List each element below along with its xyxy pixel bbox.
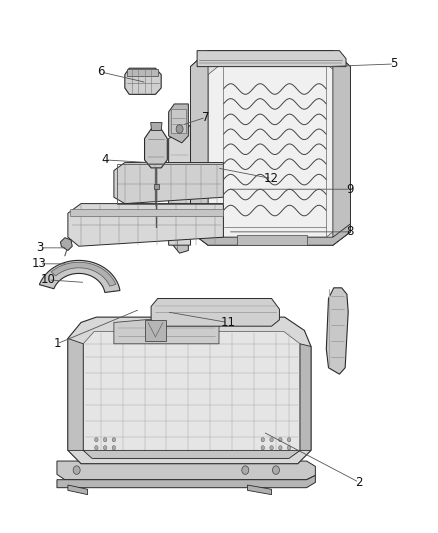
Polygon shape bbox=[171, 200, 188, 253]
Text: 6: 6 bbox=[97, 66, 105, 78]
Polygon shape bbox=[169, 125, 191, 245]
Text: 3: 3 bbox=[36, 241, 43, 254]
Text: 9: 9 bbox=[346, 183, 354, 196]
Circle shape bbox=[176, 125, 183, 133]
Circle shape bbox=[73, 466, 80, 474]
Circle shape bbox=[95, 446, 98, 450]
Text: 7: 7 bbox=[202, 111, 210, 124]
Polygon shape bbox=[145, 129, 167, 168]
Circle shape bbox=[272, 466, 279, 474]
Text: 5: 5 bbox=[391, 58, 398, 70]
Circle shape bbox=[261, 446, 265, 450]
Circle shape bbox=[270, 438, 273, 442]
Polygon shape bbox=[154, 184, 159, 189]
Polygon shape bbox=[333, 51, 350, 245]
Polygon shape bbox=[300, 344, 311, 450]
Polygon shape bbox=[151, 123, 162, 131]
Polygon shape bbox=[326, 288, 348, 374]
Text: 4: 4 bbox=[101, 154, 109, 166]
Polygon shape bbox=[60, 238, 72, 251]
Polygon shape bbox=[68, 485, 88, 495]
Polygon shape bbox=[197, 51, 346, 67]
Polygon shape bbox=[191, 51, 208, 245]
Circle shape bbox=[287, 446, 291, 450]
Polygon shape bbox=[125, 68, 161, 94]
Polygon shape bbox=[68, 204, 223, 246]
Circle shape bbox=[279, 438, 282, 442]
Circle shape bbox=[270, 446, 273, 450]
Polygon shape bbox=[127, 69, 158, 76]
Polygon shape bbox=[70, 209, 223, 216]
Text: 10: 10 bbox=[41, 273, 56, 286]
Polygon shape bbox=[39, 261, 120, 293]
Polygon shape bbox=[51, 262, 116, 286]
Circle shape bbox=[112, 438, 116, 442]
Polygon shape bbox=[68, 317, 311, 464]
Polygon shape bbox=[237, 235, 307, 245]
Polygon shape bbox=[68, 338, 83, 450]
Text: 2: 2 bbox=[355, 476, 363, 489]
Polygon shape bbox=[191, 51, 350, 245]
Text: 13: 13 bbox=[32, 257, 47, 270]
Polygon shape bbox=[208, 64, 339, 237]
Polygon shape bbox=[114, 163, 223, 204]
Polygon shape bbox=[151, 298, 279, 326]
Circle shape bbox=[242, 466, 249, 474]
Polygon shape bbox=[191, 224, 350, 245]
Circle shape bbox=[261, 438, 265, 442]
Polygon shape bbox=[247, 485, 272, 495]
Circle shape bbox=[103, 446, 107, 450]
Polygon shape bbox=[114, 317, 219, 344]
Polygon shape bbox=[169, 104, 188, 143]
Circle shape bbox=[95, 438, 98, 442]
Polygon shape bbox=[57, 475, 315, 488]
Polygon shape bbox=[145, 320, 166, 341]
Polygon shape bbox=[57, 461, 315, 480]
Circle shape bbox=[279, 446, 282, 450]
Text: 12: 12 bbox=[264, 172, 279, 185]
Polygon shape bbox=[171, 109, 186, 133]
Circle shape bbox=[103, 438, 107, 442]
Circle shape bbox=[287, 438, 291, 442]
Polygon shape bbox=[83, 332, 300, 458]
Text: 1: 1 bbox=[53, 337, 61, 350]
Circle shape bbox=[112, 446, 116, 450]
Text: 11: 11 bbox=[220, 316, 235, 329]
Text: 8: 8 bbox=[347, 225, 354, 238]
Polygon shape bbox=[83, 450, 300, 458]
